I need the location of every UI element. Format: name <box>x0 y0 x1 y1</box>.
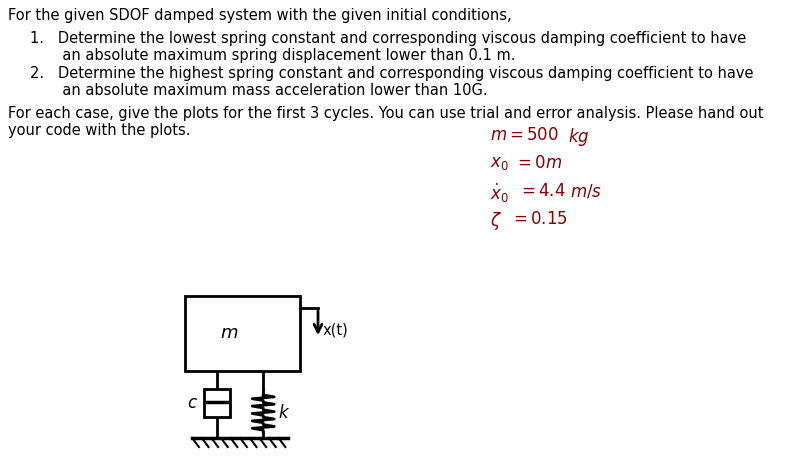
Text: $= 0.15$: $= 0.15$ <box>510 210 568 228</box>
Text: $= 0$: $= 0$ <box>514 154 545 172</box>
Text: 1.   Determine the lowest spring constant and corresponding viscous damping coef: 1. Determine the lowest spring constant … <box>30 31 746 46</box>
Text: your code with the plots.: your code with the plots. <box>8 123 191 138</box>
Text: For the given SDOF damped system with the given initial conditions,: For the given SDOF damped system with th… <box>8 8 511 23</box>
Text: m: m <box>220 324 237 343</box>
Text: c: c <box>187 394 196 412</box>
Text: k: k <box>278 404 287 423</box>
Text: an absolute maximum mass acceleration lower than 10G.: an absolute maximum mass acceleration lo… <box>30 83 488 98</box>
Text: For each case, give the plots for the first 3 cycles. You can use trial and erro: For each case, give the plots for the fi… <box>8 106 764 121</box>
Bar <box>185 296 300 371</box>
Text: x(t): x(t) <box>323 322 349 337</box>
Text: $= 500$: $= 500$ <box>506 126 559 144</box>
Text: $kg$: $kg$ <box>568 126 589 148</box>
Text: $m$: $m$ <box>490 126 507 144</box>
Text: $m/s$: $m/s$ <box>570 182 602 200</box>
Text: $\zeta$: $\zeta$ <box>490 210 502 232</box>
Text: an absolute maximum spring displacement lower than 0.1 m.: an absolute maximum spring displacement … <box>30 48 515 63</box>
Text: $x_0$: $x_0$ <box>490 154 509 172</box>
Text: $m$: $m$ <box>545 154 562 172</box>
Text: 2.   Determine the highest spring constant and corresponding viscous damping coe: 2. Determine the highest spring constant… <box>30 66 754 81</box>
Text: $\dot{x}_0$: $\dot{x}_0$ <box>490 182 509 205</box>
Bar <box>204 389 230 417</box>
Text: $= 4.4$: $= 4.4$ <box>518 182 566 200</box>
